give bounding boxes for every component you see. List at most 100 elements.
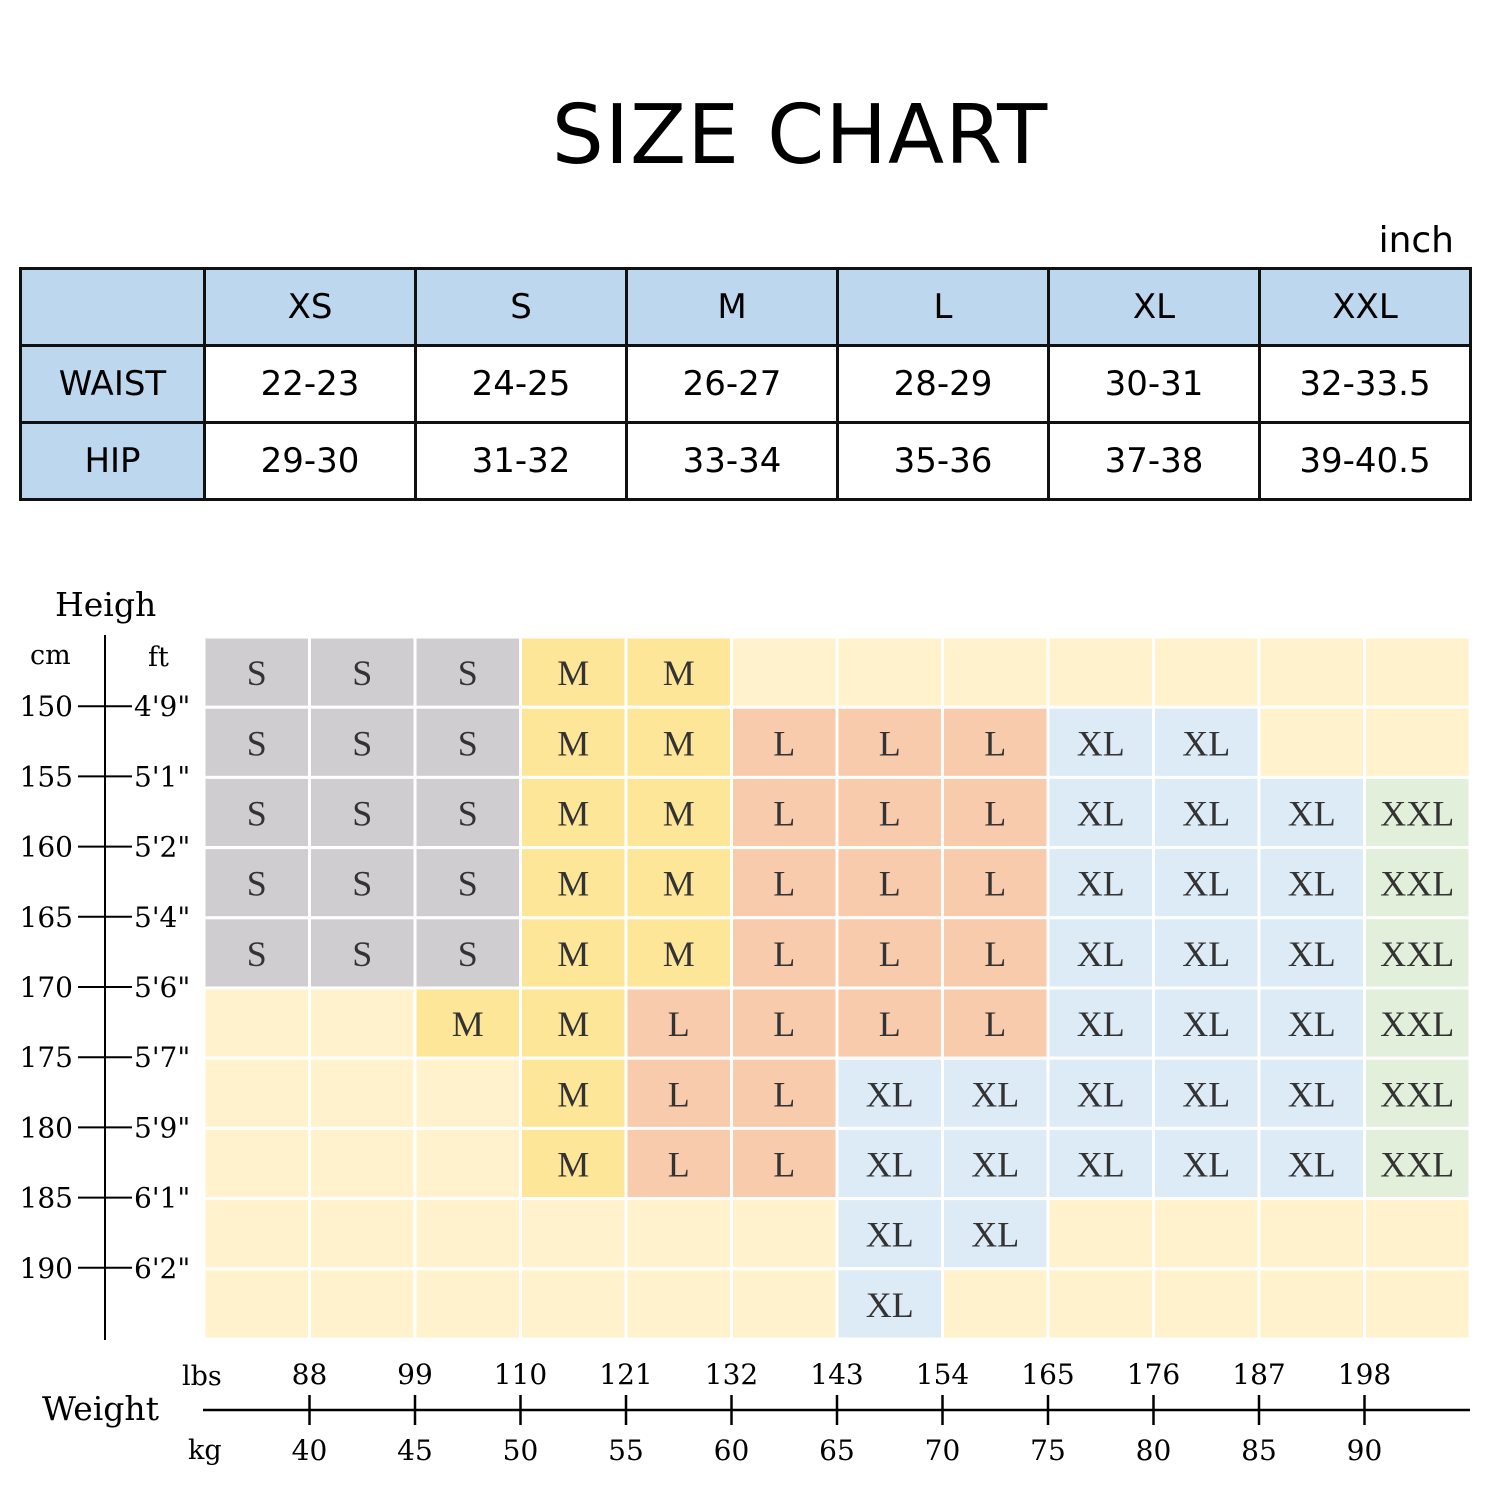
grid-cell-label: M xyxy=(557,864,589,904)
height-axis-label: Heigh xyxy=(55,585,156,624)
grid-cell-label: XL xyxy=(971,1074,1019,1114)
kg-tick-label: 55 xyxy=(608,1434,644,1467)
grid-cell xyxy=(1363,705,1472,779)
grid-cell-label: S xyxy=(352,653,372,693)
grid-cell-label: L xyxy=(879,864,901,904)
grid-cell xyxy=(413,1197,522,1271)
grid-cell xyxy=(519,986,628,1060)
grid-cell-label: M xyxy=(663,653,695,693)
grid-cell-label: XL xyxy=(1077,1145,1125,1185)
measurement-table: XS S M L XL XXL WAIST 22-23 24-25 26-27 … xyxy=(19,267,1472,501)
grid-cell xyxy=(413,1126,522,1201)
grid-cell xyxy=(519,1267,628,1341)
grid-cell-label: XL xyxy=(866,1285,914,1325)
column-header: L xyxy=(836,267,1050,347)
grid-cell-label: M xyxy=(557,934,589,974)
kg-tick-label: 65 xyxy=(819,1434,855,1467)
grid-cell xyxy=(202,705,311,779)
grid-cell-label: S xyxy=(247,934,267,974)
grid-cell-label: M xyxy=(663,934,695,974)
grid-cell-label: M xyxy=(557,723,589,763)
grid-cell xyxy=(941,916,1050,990)
grid-cell-label: XL xyxy=(1182,934,1230,974)
grid-cell-label: XL xyxy=(1288,864,1336,904)
lbs-tick-label: 110 xyxy=(494,1358,547,1391)
kg-tick-label: 50 xyxy=(503,1434,539,1467)
grid-cell xyxy=(1363,1056,1472,1130)
corner-cell xyxy=(19,267,206,347)
grid-cell-label: L xyxy=(984,723,1006,763)
grid-cell xyxy=(413,1267,522,1341)
kg-tick-label: 80 xyxy=(1136,1434,1172,1467)
grid-cell-label: L xyxy=(773,1004,795,1044)
column-header: M xyxy=(625,267,839,347)
grid-cell xyxy=(624,1056,733,1130)
grid-cell xyxy=(835,1267,944,1341)
grid-cell xyxy=(1152,1267,1261,1341)
unit-label: inch xyxy=(1378,220,1454,261)
grid-cell xyxy=(1046,705,1155,779)
ft-label: ft xyxy=(148,642,169,673)
row-header: HIP xyxy=(19,421,206,501)
grid-cell-label: L xyxy=(773,1145,795,1185)
grid-cell xyxy=(1363,1267,1472,1341)
grid-cell xyxy=(730,1056,839,1130)
grid-cell xyxy=(413,1056,522,1130)
grid-cell xyxy=(308,1126,417,1201)
grid-cell xyxy=(202,1056,311,1130)
cm-tick-label: 150 xyxy=(20,690,73,723)
lbs-tick-label: 154 xyxy=(916,1358,969,1391)
grid-cell xyxy=(202,846,311,920)
grid-cell xyxy=(202,1197,311,1271)
table-cell: 30-31 xyxy=(1047,344,1261,424)
table-cell: 22-23 xyxy=(203,344,417,424)
grid-cell xyxy=(1152,635,1261,709)
grid-cell-label: XL xyxy=(1288,1074,1336,1114)
cm-tick-label: 170 xyxy=(20,971,73,1004)
grid-cell xyxy=(1046,986,1155,1060)
table-cell: 32-33.5 xyxy=(1258,344,1472,424)
lbs-tick-label: 143 xyxy=(810,1358,863,1391)
grid-cell xyxy=(1363,775,1472,850)
grid-cell xyxy=(835,916,944,990)
grid-cell xyxy=(730,635,839,709)
page-title: SIZE CHART xyxy=(551,88,1049,183)
grid-cell-label: S xyxy=(458,864,478,904)
lbs-tick-label: 187 xyxy=(1232,1358,1285,1391)
lbs-tick-label: 121 xyxy=(599,1358,652,1391)
table-row: WAIST 22-23 24-25 26-27 28-29 30-31 32-3… xyxy=(19,344,1472,424)
cm-tick-label: 175 xyxy=(20,1041,73,1074)
grid-cell-label: S xyxy=(247,794,267,834)
table-cell: 37-38 xyxy=(1047,421,1261,501)
grid-cell-label: XL xyxy=(1077,934,1125,974)
grid-cell-label: XL xyxy=(1288,934,1336,974)
grid-cell-label: XL xyxy=(1288,794,1336,834)
grid-cell-label: XXL xyxy=(1380,794,1454,834)
grid-cell xyxy=(519,1197,628,1271)
row-header: WAIST xyxy=(19,344,206,424)
grid-cell xyxy=(519,635,628,709)
grid-cell-label: L xyxy=(879,934,901,974)
grid-cell xyxy=(624,986,733,1060)
grid-cell-label: M xyxy=(663,864,695,904)
grid-cell-label: L xyxy=(773,864,795,904)
grid-cell-label: L xyxy=(984,794,1006,834)
table-cell: 26-27 xyxy=(625,344,839,424)
grid-cell xyxy=(1257,635,1366,709)
grid-cell xyxy=(413,986,522,1060)
grid-cell-label: S xyxy=(247,723,267,763)
column-header: XS xyxy=(203,267,417,347)
table-cell: 35-36 xyxy=(836,421,1050,501)
grid-cell-label: XL xyxy=(866,1145,914,1185)
grid-cell-label: L xyxy=(879,794,901,834)
cm-tick-label: 155 xyxy=(20,760,73,793)
grid-cell-label: S xyxy=(247,864,267,904)
lbs-tick-label: 132 xyxy=(705,1358,758,1391)
grid-cell-label: L xyxy=(773,934,795,974)
grid-cell xyxy=(1257,1197,1366,1271)
grid-cell xyxy=(1046,635,1155,709)
grid-cell xyxy=(1363,986,1472,1060)
table-cell: 33-34 xyxy=(625,421,839,501)
grid-cell xyxy=(1152,1126,1261,1201)
